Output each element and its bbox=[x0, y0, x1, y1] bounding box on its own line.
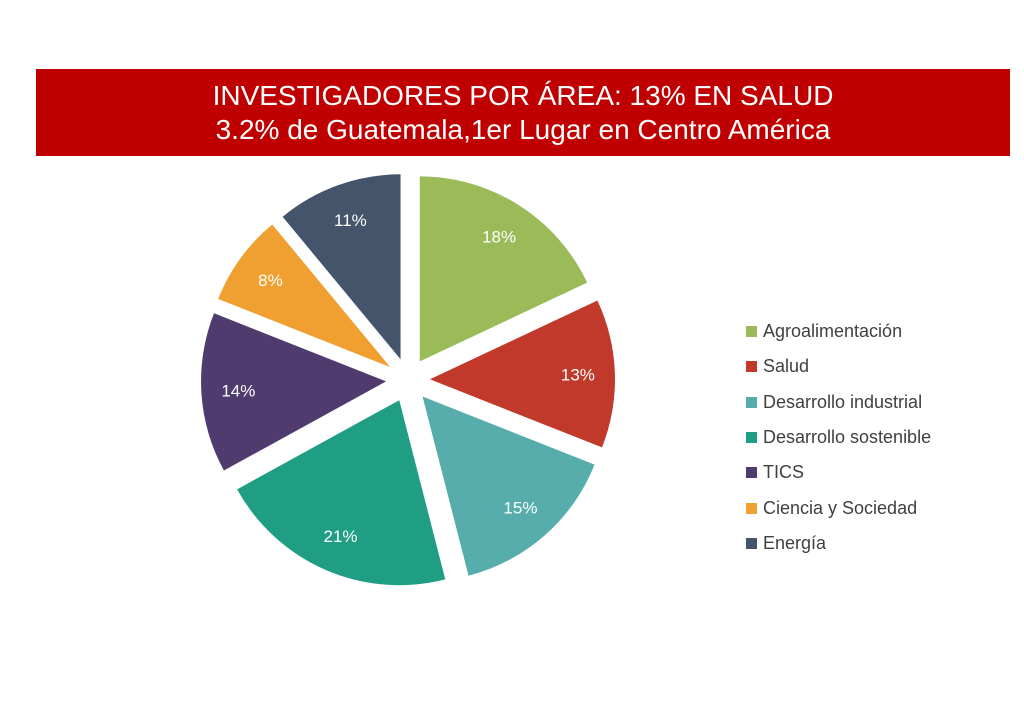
pie-slice-energia bbox=[282, 174, 401, 360]
legend-label: Desarrollo industrial bbox=[763, 391, 923, 412]
legend-item-desarrollo-sostenible: Desarrollo sostenible bbox=[746, 420, 931, 455]
legend-item-tics: TICS bbox=[746, 455, 931, 490]
pie-slice-agroalimentacion bbox=[419, 176, 588, 362]
chart-legend: Agroalimentación Salud Desarrollo industri… bbox=[746, 314, 931, 561]
legend-swatch bbox=[746, 396, 757, 408]
slice-label-agroalimentacion: 18% bbox=[482, 227, 516, 246]
legend-swatch bbox=[746, 361, 757, 373]
legend-item-ciencia-y-sociedad: Ciencia y Sociedad bbox=[746, 490, 931, 525]
legend-label: TICS bbox=[763, 462, 805, 483]
legend-label: Energía bbox=[763, 532, 827, 553]
legend-swatch bbox=[746, 467, 757, 479]
pie-slice-desarrollo-sostenible bbox=[237, 400, 446, 586]
legend-label: Agroalimentación bbox=[763, 321, 903, 342]
legend-item-agroalimentacion: Agroalimentación bbox=[746, 314, 931, 349]
legend-label: Desarrollo sostenible bbox=[763, 427, 932, 448]
legend-item-salud: Salud bbox=[746, 349, 931, 384]
chart-subtitle: 3.2% de Guatemala,1er Lugar en Centro Am… bbox=[215, 113, 831, 145]
title-banner: INVESTIGADORES POR ÁREA: 13% EN SALUD 3.… bbox=[36, 69, 1010, 156]
legend-swatch bbox=[746, 537, 757, 549]
legend-item-energia: Energía bbox=[746, 526, 931, 561]
legend-swatch bbox=[746, 432, 757, 444]
pie-slice-desarrollo-industrial bbox=[422, 396, 595, 576]
pie-slice-salud bbox=[429, 300, 615, 448]
chart-title: INVESTIGADORES POR ÁREA: 13% EN SALUD bbox=[212, 79, 834, 111]
legend-item-desarrollo-industrial: Desarrollo industrial bbox=[746, 385, 931, 420]
slice-label-desarrollo-industrial: 15% bbox=[503, 499, 537, 518]
slice-label-tics: 14% bbox=[221, 382, 255, 401]
legend-label: Ciencia y Sociedad bbox=[763, 497, 918, 518]
legend-label: Salud bbox=[763, 356, 810, 377]
pie-slice-ciencia-y-sociedad bbox=[218, 224, 391, 368]
pie-slice-tics bbox=[201, 313, 387, 471]
slice-label-ciencia-y-sociedad: 8% bbox=[258, 271, 283, 290]
slice-label-desarrollo-sostenible: 21% bbox=[323, 527, 357, 546]
legend-swatch bbox=[746, 326, 757, 338]
slice-label-salud: 13% bbox=[561, 366, 595, 385]
slice-label-energia: 11% bbox=[334, 211, 367, 230]
legend-swatch bbox=[746, 502, 757, 514]
